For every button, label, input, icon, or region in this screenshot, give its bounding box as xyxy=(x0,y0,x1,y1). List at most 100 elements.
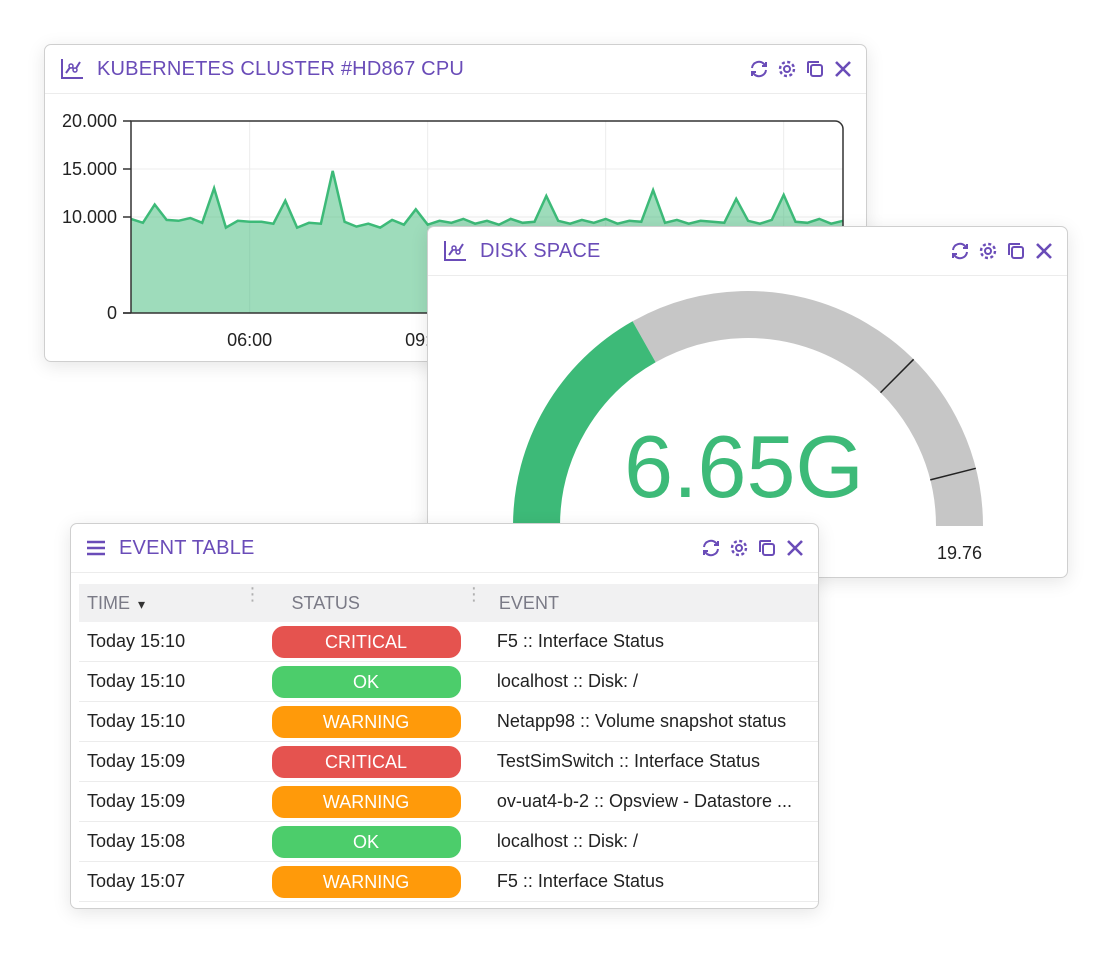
duplicate-button[interactable] xyxy=(1005,240,1027,262)
settings-button[interactable] xyxy=(728,537,750,559)
widget-actions xyxy=(700,537,806,559)
duplicate-button[interactable] xyxy=(804,58,826,80)
column-resize: ⋮ xyxy=(243,584,262,604)
gauge-value-label: 6.65G xyxy=(624,417,864,516)
table-cell: CRITICAL xyxy=(267,622,489,662)
widget-title: EVENT TABLE xyxy=(119,537,255,559)
status-badge: WARNING xyxy=(271,705,461,738)
table-row: Today 15:07 WARNING F5 :: Interface Status xyxy=(79,861,818,902)
event-text: ov-uat4-b-2 :: Opsview - Datastore ... xyxy=(496,791,793,811)
status-badge: OK xyxy=(271,825,461,858)
table-row: Today 15:08 OK localhost :: Disk: / xyxy=(79,821,818,862)
status-badge: WARNING xyxy=(271,785,461,818)
table-body: Today 15:10 CRITICAL F5 :: Interface Statu… xyxy=(79,622,818,902)
event-time: Today 15:07 xyxy=(87,871,186,891)
status-badge: CRITICAL xyxy=(271,625,461,658)
widget-header: DISK SPACE xyxy=(428,227,1067,276)
y-tick-label: 20.000 xyxy=(62,111,117,131)
gauge-value xyxy=(513,321,657,527)
table-cell: F5 :: Interface Status xyxy=(488,861,818,902)
event-text: Netapp98 :: Volume snapshot status xyxy=(496,711,787,731)
x-tick-label: 06:00 xyxy=(227,330,272,350)
table-cell: localhost :: Disk: / xyxy=(488,661,818,702)
event-time: Today 15:09 xyxy=(87,791,186,811)
column-title: TIME xyxy=(87,592,130,613)
refresh-button[interactable] xyxy=(748,58,770,80)
close-button[interactable] xyxy=(784,537,806,559)
y-tick-label: 0 xyxy=(107,303,117,323)
event-text: F5 :: Interface Status xyxy=(496,871,665,891)
widget-actions xyxy=(748,58,854,80)
gauge-max-label: 19.76 xyxy=(937,543,982,563)
table-cell: localhost :: Disk: / xyxy=(488,821,818,862)
table-row: Today 15:10 OK localhost :: Disk: / xyxy=(79,661,818,702)
disk-widget: DISK SPACE 6.65G019.76 xyxy=(427,226,1068,578)
column-header[interactable]: STATUS ⋮ xyxy=(267,584,489,622)
widget-title: DISK SPACE xyxy=(480,240,601,262)
widget-actions xyxy=(949,240,1055,262)
gauge-track xyxy=(632,291,983,527)
table-row: Today 15:10 CRITICAL F5 :: Interface Statu… xyxy=(79,622,818,662)
table-cell: Today 15:09 xyxy=(79,741,268,782)
event-time: Today 15:09 xyxy=(87,751,186,771)
table-cell: Today 15:07 xyxy=(79,861,268,902)
event-table: TIME ▾ ⋮ STATUS ⋮ EVENT Today 15:10 CRITICAL F5… xyxy=(79,584,818,902)
column-title: EVENT xyxy=(498,592,559,613)
table-cell: WARNING xyxy=(267,701,489,742)
table-cell: Today 15:08 xyxy=(79,821,268,862)
threshold-tick xyxy=(879,358,915,394)
event-text: localhost :: Disk: / xyxy=(496,671,638,691)
status-badge: CRITICAL xyxy=(271,745,461,778)
plot-frame xyxy=(130,120,844,313)
close-button[interactable] xyxy=(1033,240,1055,262)
status-badge: OK xyxy=(271,665,461,698)
table-cell: Today 15:10 xyxy=(79,661,268,702)
line xyxy=(130,170,844,230)
header-row: TIME ▾ ⋮ STATUS ⋮ EVENT xyxy=(79,584,818,622)
table-cell: TestSimSwitch :: Interface Status xyxy=(488,741,818,782)
table-cell: CRITICAL xyxy=(267,741,489,782)
table-row: Today 15:10 WARNING Netapp98 :: Volume sna… xyxy=(79,701,818,742)
table-cell: WARNING xyxy=(267,861,489,902)
event-time: Today 15:10 xyxy=(87,671,186,691)
widget-header: KUBERNETES CLUSTER #HD867 CPU xyxy=(45,45,866,94)
table-row: Today 15:09 CRITICAL TestSimSwitch :: Inte… xyxy=(79,741,818,782)
column-title: STATUS xyxy=(291,592,360,613)
table-cell: Today 15:10 xyxy=(79,701,268,742)
status-badge: WARNING xyxy=(271,865,461,898)
event-time: Today 15:10 xyxy=(87,631,186,651)
refresh-button[interactable] xyxy=(700,537,722,559)
duplicate-button[interactable] xyxy=(756,537,778,559)
table-cell: Netapp98 :: Volume snapshot status xyxy=(488,701,818,742)
event-text: F5 :: Interface Status xyxy=(496,631,665,651)
refresh-button[interactable] xyxy=(949,240,971,262)
event-time: Today 15:08 xyxy=(87,831,186,851)
event-text: localhost :: Disk: / xyxy=(496,831,638,851)
event-time: Today 15:10 xyxy=(87,711,186,731)
y-tick-label: 15.000 xyxy=(62,159,117,179)
threshold-tick xyxy=(930,467,976,481)
chart-icon xyxy=(444,241,466,261)
y-tick-label: 10.000 xyxy=(62,207,117,227)
table-cell: ov-uat4-b-2 :: Opsview - Datastore ... xyxy=(488,781,818,822)
event-widget: EVENT TABLE TIME ▾ ⋮ STATUS ⋮ EVENT Today 15:… xyxy=(70,523,819,909)
column-header[interactable]: TIME ▾ ⋮ xyxy=(79,584,268,622)
widget-title: KUBERNETES CLUSTER #HD867 CPU xyxy=(97,58,465,80)
menu-icon xyxy=(87,540,105,556)
chart-icon xyxy=(61,59,83,79)
event-text: TestSimSwitch :: Interface Status xyxy=(496,751,761,771)
settings-button[interactable] xyxy=(776,58,798,80)
sort-arrow: ▾ xyxy=(138,595,146,612)
column-header[interactable]: EVENT xyxy=(488,584,818,622)
table-cell: Today 15:09 xyxy=(79,781,268,822)
table-cell: OK xyxy=(267,661,489,702)
widget-header: EVENT TABLE xyxy=(71,524,818,573)
close-button[interactable] xyxy=(832,58,854,80)
table-cell: F5 :: Interface Status xyxy=(488,622,818,662)
table-cell: OK xyxy=(267,821,489,862)
table-cell: Today 15:10 xyxy=(79,622,268,662)
column-resize: ⋮ xyxy=(464,584,483,604)
settings-button[interactable] xyxy=(977,240,999,262)
